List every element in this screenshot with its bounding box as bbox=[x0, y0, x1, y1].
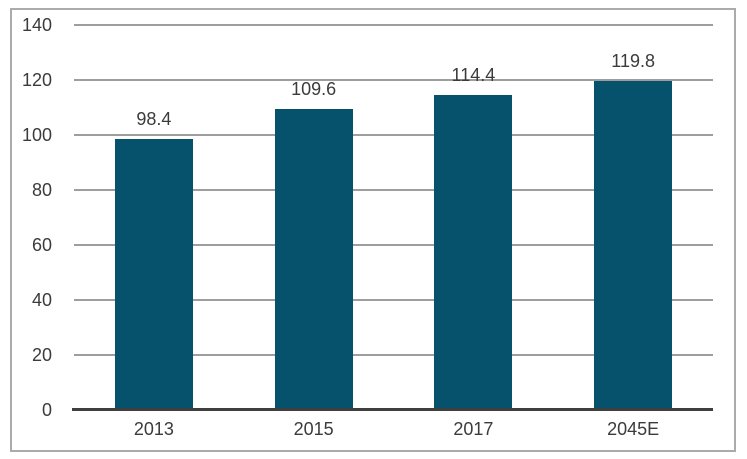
bar bbox=[274, 108, 353, 410]
gridline bbox=[74, 134, 713, 136]
y-tick-label: 60 bbox=[31, 235, 52, 255]
bar bbox=[434, 95, 513, 410]
y-tick-label: 120 bbox=[21, 70, 52, 90]
x-category-label: 2015 bbox=[293, 419, 334, 439]
y-tick-label: 100 bbox=[21, 125, 52, 145]
y-tick-label: 140 bbox=[21, 15, 52, 35]
y-tick-label: 0 bbox=[41, 400, 52, 420]
y-tick-label: 20 bbox=[31, 345, 52, 365]
bar-value-label: 109.6 bbox=[291, 78, 337, 99]
x-category-label: 2013 bbox=[133, 419, 174, 439]
gridline bbox=[74, 244, 713, 246]
bar-value-label: 114.4 bbox=[451, 65, 496, 86]
bar bbox=[114, 139, 193, 410]
y-tick-label: 40 bbox=[31, 290, 52, 310]
x-axis-line bbox=[72, 408, 713, 411]
plot-area: 98.4 109.6 114.4 119.8 bbox=[72, 24, 713, 411]
y-tick-label: 80 bbox=[31, 180, 52, 200]
bar-value-label: 98.4 bbox=[136, 109, 172, 130]
gridline bbox=[74, 24, 713, 26]
chart-frame: 0 20 40 60 80 100 120 140 98.4 109.6 114.4 119.8 2… bbox=[10, 8, 736, 452]
gridline bbox=[74, 354, 713, 356]
x-category-label: 2045E bbox=[607, 419, 660, 439]
bar-value-label: 119.8 bbox=[611, 50, 655, 71]
gridline bbox=[74, 299, 713, 301]
gridline bbox=[74, 79, 713, 81]
x-category-label: 2017 bbox=[453, 419, 494, 439]
gridline bbox=[74, 189, 713, 191]
bar bbox=[594, 80, 673, 410]
